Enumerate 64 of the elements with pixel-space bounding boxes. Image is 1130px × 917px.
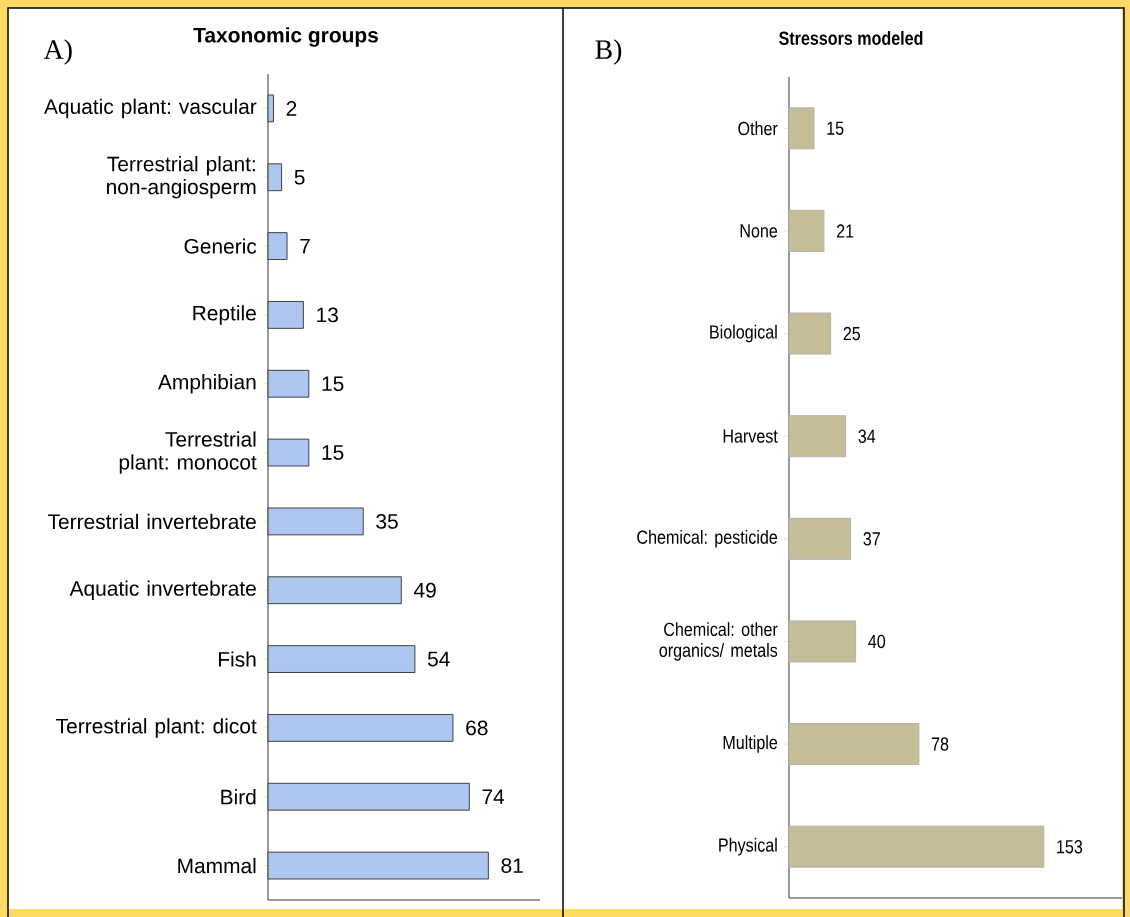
y-tick-label: Reptile — [193, 305, 256, 325]
y-tick-label: Chemical: pesticide — [637, 529, 778, 548]
y-tick-label: Other — [738, 121, 778, 136]
text: A) — [43, 39, 72, 65]
y-tick-label: Terrestrial plant: non-angiosperm — [107, 156, 256, 199]
data-label: 40 — [868, 634, 886, 649]
y-tick-label: Physical — [719, 837, 777, 856]
bar — [267, 369, 310, 398]
bar — [788, 517, 852, 560]
y-tick-label: Aquatic plant: vascular — [44, 98, 257, 119]
bar — [267, 300, 304, 329]
data-label: 2 — [286, 101, 297, 116]
y-tick-label: None — [740, 224, 778, 238]
bar — [267, 507, 364, 536]
bar — [267, 438, 310, 467]
y-tick-label: Terrestrial plant: dicot — [56, 718, 257, 738]
y-tick-label: Fish — [219, 651, 256, 667]
y-tick-label: Harvest — [723, 429, 778, 443]
y-tick-label: Chemical: other organics/ metals — [659, 622, 778, 661]
bar — [788, 312, 832, 355]
bar — [788, 723, 920, 766]
bar — [788, 107, 815, 150]
bar — [267, 94, 274, 123]
data-label: 15 — [322, 445, 344, 460]
bar — [267, 645, 416, 673]
data-label: 49 — [413, 582, 436, 598]
chart-title: Taxonomic groups — [193, 27, 378, 47]
data-label: 25 — [843, 326, 861, 341]
bar — [267, 232, 288, 260]
y-tick-label: Biological — [710, 324, 777, 343]
data-label: 37 — [863, 532, 880, 546]
data-label: 35 — [376, 514, 398, 529]
data-label: 54 — [427, 651, 450, 667]
data-label: 81 — [501, 858, 523, 873]
data-label: 5 — [294, 169, 305, 185]
data-label: 15 — [322, 376, 344, 392]
data-label: 21 — [836, 224, 854, 238]
data-label: 13 — [317, 307, 338, 323]
bar — [267, 163, 283, 192]
y-tick-label: Bird — [221, 789, 256, 805]
y-tick-label: Multiple — [723, 735, 778, 753]
chart-title: Stressors modeled — [779, 31, 923, 45]
text: B) — [595, 39, 622, 65]
data-label: 74 — [482, 789, 505, 804]
bar — [267, 851, 489, 880]
data-label: 153 — [1057, 839, 1083, 854]
y-tick-label: Mammal — [178, 857, 256, 874]
data-label: 78 — [931, 737, 949, 751]
y-tick-label: Aquatic invertebrate — [69, 580, 256, 600]
bar — [788, 620, 857, 663]
data-label: 68 — [466, 720, 488, 736]
bar — [267, 782, 470, 811]
data-label: 34 — [858, 429, 876, 443]
bar — [788, 415, 847, 458]
bar — [788, 825, 1045, 868]
y-tick-label: Terrestrial invertebrate — [47, 513, 256, 530]
bar — [788, 209, 825, 252]
y-tick-label: Generic — [184, 238, 257, 254]
y-tick-label: Terrestrial plant: monocot — [119, 431, 257, 474]
y-tick-label: Amphibian — [158, 374, 256, 394]
data-label: 7 — [300, 238, 310, 254]
bar — [267, 713, 454, 742]
bar — [267, 576, 402, 605]
data-label: 15 — [827, 121, 844, 135]
